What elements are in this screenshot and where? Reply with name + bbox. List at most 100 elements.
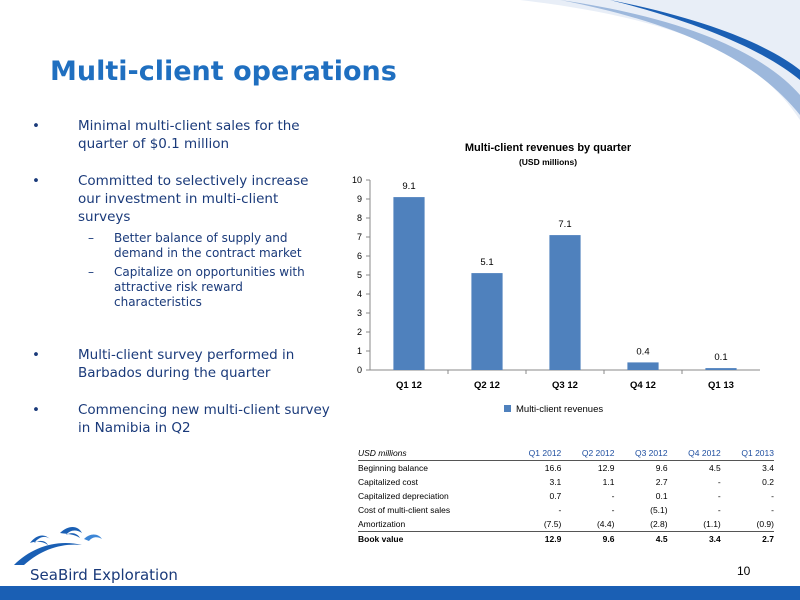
y-tick-label: 7 [357,232,362,242]
table-cell: - [558,505,562,515]
seabird-logo-icon [14,527,102,565]
chart-title: Multi-client revenues by quarter [465,142,632,154]
x-tick-label: Q1 13 [708,380,734,391]
table-cell: (7.5) [543,519,562,529]
table-cell: Cost of multi-client sales [358,505,451,515]
table-cell: - [771,491,774,501]
y-tick-label: 8 [357,213,362,223]
bar-data-label: 0.1 [714,352,727,363]
bullet-marker: • [32,402,40,418]
y-tick-label: 0 [357,365,362,375]
bullet-item: • Committed to selectively increase our … [32,172,332,226]
table-cell: 0.1 [655,491,668,501]
bullet-marker: • [32,173,40,189]
table-cell: (0.9) [756,519,774,529]
bullet-item: • Commencing new multi-client survey in … [32,401,332,437]
chart-subtitle: (USD millions) [519,157,577,167]
bullet-text: Multi-client survey performed in Barbado… [78,347,295,381]
table-row: Cost of multi-client sales - - (5.1) - - [358,503,774,517]
table-cell: 4.5 [614,531,668,546]
y-tick-label: 5 [357,270,362,280]
revenue-bar-chart: Multi-client revenues by quarter (USD mi… [352,142,760,415]
table-cell: 3.4 [762,463,774,473]
bullet-text: Minimal multi-client sales for the quart… [78,118,300,152]
bar-data-label: 0.4 [636,346,649,357]
slide-title: Multi-client operations [50,56,397,87]
table-row: Capitalized depreciation 0.7 - 0.1 - - [358,489,774,503]
table-header-q4-2012: Q4 2012 [667,446,721,461]
header-wave-decoration [520,0,800,120]
company-logo-text: SeaBird Exploration [30,566,178,584]
table-cell: 2.7 [655,477,668,487]
table-cell: (5.1) [650,505,668,515]
bar [627,362,659,370]
x-tick-label: Q2 12 [474,380,500,391]
table-cell: 3.1 [549,477,562,487]
table-row: Amortization (7.5) (4.4) (2.8) (1.1) (0.… [358,517,774,532]
x-tick-label: Q1 12 [396,380,422,391]
table-cell: 4.5 [708,463,721,473]
x-tick-label: Q4 12 [630,380,656,391]
table-cell: (1.1) [703,519,721,529]
table-cell: - [717,491,721,501]
y-tick-label: 3 [357,308,362,318]
table-row: Beginning balance 16.6 12.9 9.6 4.5 3.4 [358,461,774,476]
bar [471,273,503,370]
table-cell: 12.9 [508,531,562,546]
bullet-marker: • [32,118,40,134]
legend-swatch [504,405,511,412]
table-cell: 0.2 [762,477,774,487]
table-header-label: USD millions [358,446,509,461]
table-cell: Beginning balance [358,463,428,473]
bullet-item: • Multi-client survey performed in Barba… [32,346,332,382]
table-cell: Book value [358,531,509,546]
bar-data-label: 5.1 [480,257,493,268]
y-tick-label: 9 [357,194,362,204]
y-tick-label: 2 [357,327,362,337]
page-number: 10 [737,564,751,578]
bullet-text: Committed to selectively increase our in… [78,173,309,225]
y-tick-label: 6 [357,251,362,261]
table-cell: 3.4 [667,531,721,546]
sub-bullet-item: – Capitalize on opportunities with attra… [32,265,332,310]
table-cell: - [611,491,615,501]
table-header-q2-2012: Q2 2012 [561,446,615,461]
bar-data-label: 9.1 [402,181,415,192]
table-cell: Amortization [358,519,406,529]
table-cell: 9.6 [561,531,615,546]
bar [393,197,425,370]
bullet-list: • Minimal multi-client sales for the qua… [32,117,332,456]
bullet-item: • Minimal multi-client sales for the qua… [32,117,332,153]
table-cell: (2.8) [650,519,668,529]
table-cell: 0.7 [549,491,562,501]
table-cell: 1.1 [602,477,615,487]
table-header-row: USD millions Q1 2012 Q2 2012 Q3 2012 Q4 … [358,446,774,461]
table-header-q1-2012: Q1 2012 [508,446,562,461]
table-cell: Capitalized cost [358,477,419,487]
y-tick-label: 10 [352,175,362,185]
table-header-q1-2013: Q1 2013 [720,446,774,461]
bar [549,235,581,370]
table-cell: - [611,505,615,515]
chart-legend: Multi-client revenues [504,404,603,415]
sub-bullet-text: Better balance of supply and demand in t… [114,231,302,260]
bar-data-label: 7.1 [558,219,571,230]
footer-bar [0,586,800,600]
bar [705,368,737,370]
table-header-q3-2012: Q3 2012 [614,446,668,461]
bullet-text: Commencing new multi-client survey in Na… [78,402,330,436]
table-total-row: Book value 12.9 9.6 4.5 3.4 2.7 [358,531,774,546]
table-row: Capitalized cost 3.1 1.1 2.7 - 0.2 [358,475,774,489]
table-cell: 16.6 [544,463,562,473]
table-cell: (4.4) [596,519,615,529]
table-cell: 9.6 [655,463,668,473]
sub-bullet-text: Capitalize on opportunities with attract… [114,265,305,309]
table-cell: 12.9 [597,463,615,473]
x-tick-label: Q3 12 [552,380,578,391]
y-tick-label: 1 [357,346,362,356]
table-cell: - [717,477,721,487]
table-cell: - [771,505,774,515]
table-cell: - [717,505,721,515]
table-cell: Capitalized depreciation [358,491,449,501]
table-cell: 2.7 [720,531,774,546]
